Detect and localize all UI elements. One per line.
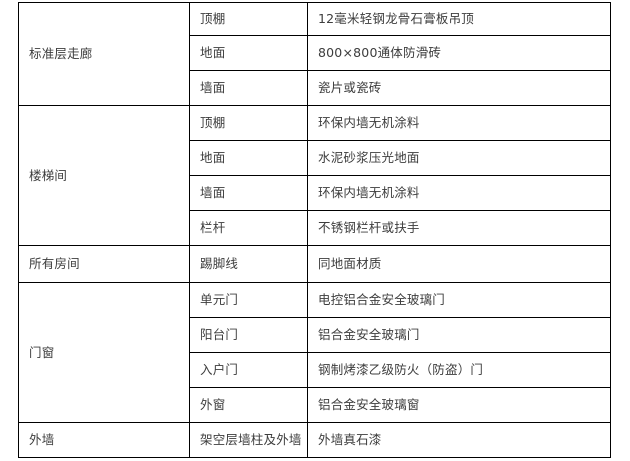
table-row: 阳台门 铝合金安全玻璃门 bbox=[19, 317, 611, 353]
group-label-cell: 外墙 bbox=[18, 422, 190, 458]
spec-cell: 外墙真石漆 bbox=[307, 422, 611, 458]
spec-cell: 铝合金安全玻璃窗 bbox=[307, 387, 611, 423]
spec-cell: 800×800通体防滑砖 bbox=[307, 35, 611, 71]
item-cell: 顶棚 bbox=[189, 2, 308, 36]
table-row: 所有房间 踢脚线 同地面材质 bbox=[18, 245, 611, 283]
item-cell: 入户门 bbox=[189, 352, 308, 388]
spec-cell: 电控铝合金安全玻璃门 bbox=[307, 282, 611, 318]
item-cell: 墙面 bbox=[189, 70, 308, 106]
spec-cell: 12毫米轻钢龙骨石膏板吊顶 bbox=[307, 2, 611, 36]
table-row: 地面 水泥砂浆压光地面 bbox=[19, 140, 611, 176]
item-cell: 顶棚 bbox=[189, 105, 308, 141]
item-cell: 外窗 bbox=[189, 387, 308, 423]
group-label-cell: 楼梯间 bbox=[18, 105, 190, 246]
item-cell: 地面 bbox=[189, 35, 308, 71]
table-row: 门窗 单元门 电控铝合金安全玻璃门 bbox=[18, 282, 611, 423]
spec-cell: 铝合金安全玻璃门 bbox=[307, 317, 611, 353]
table-row: 外窗 铝合金安全玻璃窗 bbox=[19, 387, 611, 423]
table-body: 标准层走廊 顶棚 12毫米轻钢龙骨石膏板吊顶 地面 800×800通体防滑砖 墙… bbox=[18, 2, 611, 458]
spec-cell: 水泥砂浆压光地面 bbox=[307, 140, 611, 176]
group-label-cell: 标准层走廊 bbox=[18, 2, 190, 106]
finish-specification-table: 标准层走廊 顶棚 12毫米轻钢龙骨石膏板吊顶 地面 800×800通体防滑砖 墙… bbox=[18, 2, 611, 458]
spec-cell: 同地面材质 bbox=[307, 245, 611, 283]
group-label-cell: 所有房间 bbox=[18, 245, 190, 283]
spec-cell: 瓷片或瓷砖 bbox=[307, 70, 611, 106]
spec-cell: 环保内墙无机涂料 bbox=[307, 175, 611, 211]
spec-cell: 钢制烤漆乙级防火（防盗）门 bbox=[307, 352, 611, 388]
table-row: 外墙 架空层墙柱及外墙 外墙真石漆 bbox=[18, 422, 611, 458]
table-row: 楼梯间 顶棚 环保内墙无机涂料 bbox=[18, 105, 611, 246]
table-row: 地面 800×800通体防滑砖 bbox=[19, 35, 611, 71]
item-cell: 墙面 bbox=[189, 175, 308, 211]
item-cell: 踢脚线 bbox=[189, 245, 308, 283]
table-row: 墙面 瓷片或瓷砖 bbox=[19, 70, 611, 106]
spec-cell: 环保内墙无机涂料 bbox=[307, 105, 611, 141]
table-row: 入户门 钢制烤漆乙级防火（防盗）门 bbox=[19, 352, 611, 388]
item-cell: 阳台门 bbox=[189, 317, 308, 353]
item-cell: 单元门 bbox=[189, 282, 308, 318]
item-cell: 栏杆 bbox=[189, 210, 308, 246]
item-cell: 架空层墙柱及外墙 bbox=[189, 422, 308, 458]
table-row: 墙面 环保内墙无机涂料 bbox=[19, 175, 611, 211]
item-cell: 地面 bbox=[189, 140, 308, 176]
spec-cell: 不锈钢栏杆或扶手 bbox=[307, 210, 611, 246]
table-row: 栏杆 不锈钢栏杆或扶手 bbox=[19, 210, 611, 246]
table-row: 标准层走廊 顶棚 12毫米轻钢龙骨石膏板吊顶 bbox=[18, 2, 611, 106]
group-label-cell: 门窗 bbox=[18, 282, 190, 423]
